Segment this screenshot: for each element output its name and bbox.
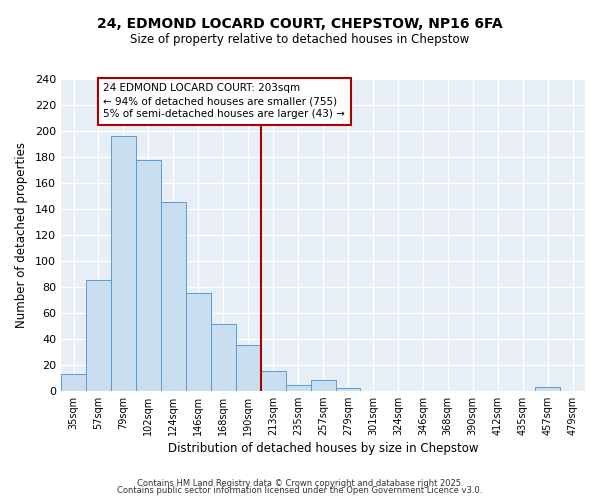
Bar (186, 294, 211, 390)
Bar (136, 160, 161, 390)
Y-axis label: Number of detached properties: Number of detached properties (15, 142, 28, 328)
Text: 24 EDMOND LOCARD COURT: 203sqm
← 94% of detached houses are smaller (755)
5% of : 24 EDMOND LOCARD COURT: 203sqm ← 94% of … (103, 83, 346, 120)
X-axis label: Distribution of detached houses by size in Chepstow: Distribution of detached houses by size … (168, 442, 478, 455)
Bar (260, 371, 286, 390)
Bar (236, 345, 260, 391)
Bar (61, 374, 86, 390)
Text: Size of property relative to detached houses in Chepstow: Size of property relative to detached ho… (130, 32, 470, 46)
Bar (286, 386, 311, 390)
Bar (161, 202, 186, 390)
Bar (211, 324, 236, 390)
Bar (311, 380, 335, 390)
Bar (335, 388, 361, 390)
Text: Contains public sector information licensed under the Open Government Licence v3: Contains public sector information licen… (118, 486, 482, 495)
Text: Contains HM Land Registry data © Crown copyright and database right 2025.: Contains HM Land Registry data © Crown c… (137, 478, 463, 488)
Bar (111, 136, 136, 390)
Text: 24, EDMOND LOCARD COURT, CHEPSTOW, NP16 6FA: 24, EDMOND LOCARD COURT, CHEPSTOW, NP16 … (97, 18, 503, 32)
Bar (86, 280, 111, 390)
Bar (535, 387, 560, 390)
